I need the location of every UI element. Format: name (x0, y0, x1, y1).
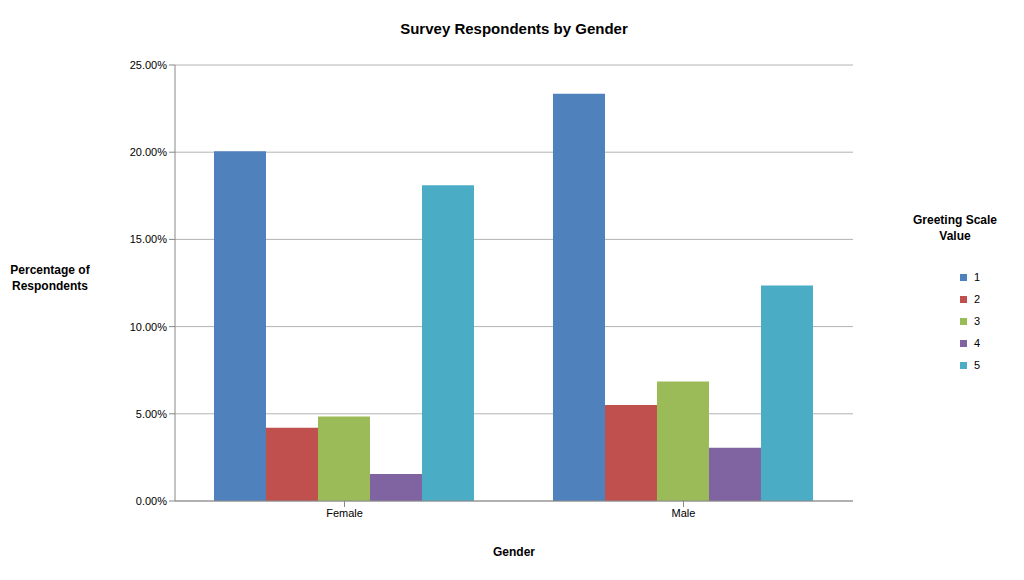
svg-text:25.00%: 25.00% (130, 59, 168, 71)
svg-text:15.00%: 15.00% (130, 233, 168, 245)
svg-text:0.00%: 0.00% (136, 495, 167, 507)
svg-text:20.00%: 20.00% (130, 146, 168, 158)
html-text:5: 5 (974, 359, 981, 371)
html-text:Survey Respondents by Gender: Survey Respondents by Gender (400, 20, 628, 37)
html-text:Greeting Scale Value: Greeting Scale Value (913, 213, 997, 243)
svg-text:10.00%: 10.00% (130, 321, 168, 333)
svg-text:Female: Female (326, 507, 363, 519)
html-text:Gender: Gender (493, 545, 535, 559)
html-text:Percentage of Respondents: Percentage of Respondents (10, 263, 90, 293)
svg-text:Male: Male (672, 507, 696, 519)
html-text:3: 3 (974, 315, 981, 327)
svg-text:5.00%: 5.00% (136, 408, 167, 420)
html-text:1: 1 (974, 271, 981, 283)
html-text:2: 2 (974, 293, 981, 305)
html-text:4: 4 (974, 337, 981, 349)
